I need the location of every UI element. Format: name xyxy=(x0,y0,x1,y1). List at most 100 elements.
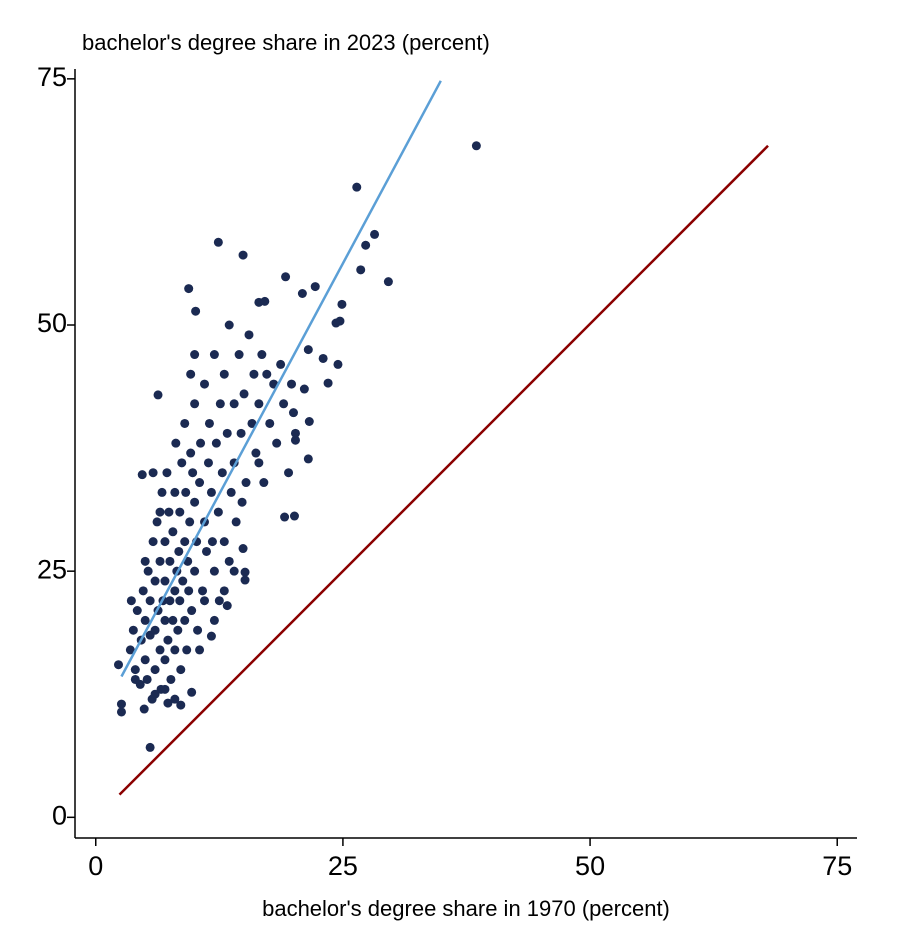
point xyxy=(238,250,248,260)
point xyxy=(265,418,275,428)
point xyxy=(383,277,393,287)
point xyxy=(176,665,186,675)
point xyxy=(190,497,200,507)
point xyxy=(140,556,150,566)
point xyxy=(171,438,181,448)
y-axis-title: bachelor's degree share in 2023 (percent… xyxy=(82,30,490,55)
point xyxy=(215,399,225,409)
point xyxy=(160,576,170,586)
point xyxy=(180,615,190,625)
point xyxy=(126,596,136,606)
point xyxy=(249,369,259,379)
point xyxy=(236,428,246,438)
point xyxy=(361,240,371,250)
point xyxy=(204,418,214,428)
point xyxy=(259,478,269,488)
point xyxy=(187,606,197,616)
point xyxy=(213,507,223,517)
point xyxy=(219,537,229,547)
point xyxy=(150,689,160,699)
point xyxy=(222,428,232,438)
point xyxy=(163,698,173,708)
point xyxy=(281,272,291,282)
point xyxy=(128,625,138,635)
point xyxy=(145,742,155,752)
point xyxy=(150,625,160,635)
point xyxy=(234,350,244,360)
point xyxy=(150,665,160,675)
point xyxy=(166,674,176,684)
point xyxy=(224,556,234,566)
x-axis-title: bachelor's degree share in 1970 (percent… xyxy=(262,896,670,921)
point xyxy=(239,389,249,399)
point xyxy=(160,537,170,547)
point xyxy=(209,615,219,625)
y-tick-label: 0 xyxy=(52,800,67,830)
point xyxy=(254,399,264,409)
point xyxy=(303,454,313,464)
point xyxy=(310,282,320,292)
point xyxy=(137,470,147,480)
point xyxy=(303,345,313,355)
point xyxy=(160,655,170,665)
point xyxy=(148,468,158,478)
point xyxy=(193,625,203,635)
point xyxy=(139,704,149,714)
point xyxy=(206,487,216,497)
point xyxy=(177,458,187,468)
point xyxy=(219,586,229,596)
point xyxy=(222,601,232,611)
point xyxy=(289,511,299,521)
point xyxy=(188,468,198,478)
point xyxy=(284,468,294,478)
point xyxy=(241,478,251,488)
point xyxy=(142,674,152,684)
point xyxy=(331,318,341,328)
point xyxy=(304,416,314,426)
point xyxy=(288,408,298,418)
point xyxy=(155,645,165,655)
point xyxy=(299,384,309,394)
point xyxy=(244,330,254,340)
point xyxy=(231,517,241,527)
point xyxy=(181,487,191,497)
point xyxy=(260,296,270,306)
point xyxy=(209,350,219,360)
point xyxy=(170,645,180,655)
point xyxy=(214,596,224,606)
point xyxy=(175,507,185,517)
point xyxy=(190,566,200,576)
point xyxy=(174,546,184,556)
point xyxy=(195,478,205,488)
point xyxy=(165,556,175,566)
point xyxy=(170,487,180,497)
point xyxy=(132,606,142,616)
x-tick-label: 0 xyxy=(88,851,103,881)
point xyxy=(471,141,481,151)
point xyxy=(168,527,178,537)
point xyxy=(168,615,178,625)
point xyxy=(279,399,289,409)
point xyxy=(238,544,248,554)
point xyxy=(150,576,160,586)
point xyxy=(125,645,135,655)
y-tick-label: 75 xyxy=(37,62,67,92)
point xyxy=(140,615,150,625)
point xyxy=(251,448,261,458)
point xyxy=(186,448,196,458)
point xyxy=(287,379,297,389)
point xyxy=(190,399,200,409)
line xyxy=(118,144,769,796)
point xyxy=(130,665,140,675)
point xyxy=(226,487,236,497)
point xyxy=(152,517,162,527)
point xyxy=(143,566,153,576)
point xyxy=(318,353,328,363)
point xyxy=(290,435,300,445)
point xyxy=(145,596,155,606)
point xyxy=(173,625,183,635)
point xyxy=(272,438,282,448)
point xyxy=(184,586,194,596)
point xyxy=(229,399,239,409)
